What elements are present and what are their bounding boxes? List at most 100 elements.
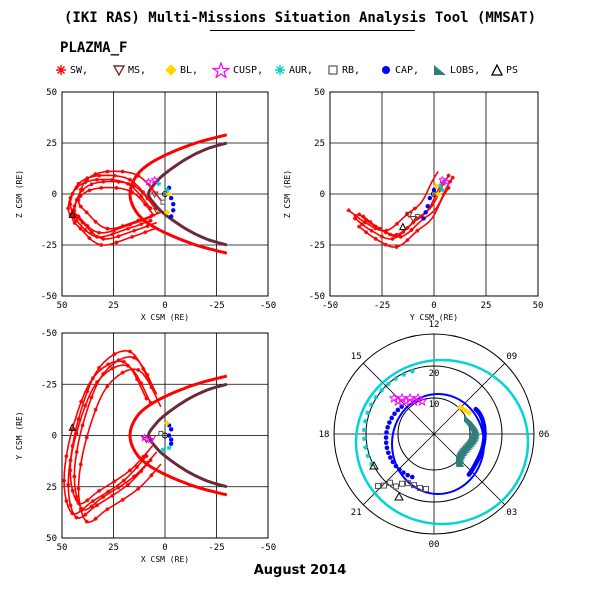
black-triangle-icon (491, 64, 503, 76)
date-footer: August 2014 (253, 563, 347, 578)
xy-ps-point (68, 423, 77, 431)
legend-label-bl: BL, (180, 64, 199, 76)
polar-cap-point (392, 411, 397, 417)
polar-rb-point (417, 484, 423, 491)
xz-sw-point (83, 227, 88, 232)
xz-sw-point (130, 234, 135, 239)
red-asterisk-icon (56, 65, 66, 75)
xz-sw-point (120, 169, 125, 174)
polar-mlt-label: 18 (319, 430, 330, 440)
polar-bl-point (466, 410, 472, 416)
xy-sw-point (72, 474, 77, 479)
cyan-asterisk-icon (275, 65, 285, 75)
xy-xtick-label: -25 (208, 543, 224, 553)
xy-sw-point (76, 417, 81, 422)
xy-xtick-label: 25 (108, 543, 119, 553)
polar-cusp-point (404, 392, 416, 404)
polar-mlt-label: 00 (429, 540, 440, 550)
xy-boundary-0 (147, 382, 228, 489)
xy-sw-point (78, 462, 83, 467)
xy-sw-point (149, 473, 154, 478)
yz-sw-point (368, 220, 373, 225)
yz-sw-point (415, 228, 420, 233)
xy-sw-point (144, 454, 149, 458)
xy-sw-point (74, 450, 79, 455)
xz-sw-point (84, 210, 89, 215)
yz-xtick-label: -50 (322, 301, 338, 311)
xy-sw-point (135, 377, 140, 382)
xz-bl-point (166, 191, 173, 197)
xy-ylabel: Y CSM (RE) (15, 411, 24, 459)
legend-item-ps: PS (491, 62, 518, 78)
polar-cap-point (397, 467, 402, 472)
yz-cap-point (425, 204, 430, 209)
yz-cap-point (421, 216, 426, 221)
magenta-star-icon (212, 62, 230, 78)
xz-xtick-label: 50 (57, 301, 68, 311)
xy-xtick-label: 0 (162, 543, 167, 553)
yz-xtick-label: 50 (533, 301, 544, 311)
xz-sw-point (93, 219, 98, 224)
xy-sw-point (97, 365, 102, 370)
xz-sw-point (127, 177, 132, 182)
yz-sw-point (383, 242, 388, 247)
xy-ytick-label: -25 (41, 380, 57, 390)
xy-sw-point (105, 384, 110, 389)
polar-plot: 12 09 06 03 00 21 18 15 20 10 (319, 320, 550, 550)
legend-item-ms: MS, (113, 62, 146, 78)
xz-ms-point (150, 191, 159, 198)
xy-sw-point (79, 399, 84, 404)
yz-xtick-label: 25 (481, 301, 492, 311)
yz-ytick-label: 0 (320, 190, 325, 200)
polar-cap-point (405, 472, 410, 478)
xz-sw-point (120, 224, 125, 229)
legend-label-ps: PS (506, 64, 519, 76)
polar-radial-label: 10 (429, 400, 440, 410)
polar-cap-point (393, 463, 399, 469)
polar-cusp-point (416, 395, 428, 407)
polar-lobs-point (456, 460, 465, 467)
xz-sw-point (136, 173, 141, 178)
yz-sw-point (369, 228, 374, 233)
polar-mlt-label: 06 (539, 430, 550, 440)
xz-sw-point (95, 234, 100, 239)
xy-sw-point (121, 478, 126, 483)
xy-cap-point (168, 427, 174, 432)
xy-cusp-point (140, 433, 149, 442)
polar-cusp-point (388, 392, 400, 404)
polar-spoke (433, 433, 505, 505)
xy-sw-point (84, 435, 89, 440)
gray-square-icon (328, 65, 338, 75)
xz-sw-point (143, 230, 148, 235)
blue-dot-icon (382, 66, 390, 74)
xy-sw-point (116, 485, 121, 490)
xz-sw-point (132, 228, 137, 233)
xz-sw-point (114, 185, 119, 190)
polar-rb-point (381, 482, 387, 489)
xz-sw-point (125, 181, 130, 186)
teal-flag-icon (434, 65, 446, 75)
polar-aur-point (368, 402, 374, 408)
xy-axes: 50 25 0 -25 -50 -50 -25 0 25 50 X CSM (RE) Y CSM (R… (15, 329, 276, 564)
yz-sw-point (412, 206, 417, 211)
polar-cap-point (383, 440, 389, 445)
yz-ms-point (405, 211, 413, 219)
xy-sw-point (70, 443, 75, 448)
xy-sw-point (83, 512, 88, 517)
xy-sw-point (141, 366, 146, 371)
xz-sw-point (95, 177, 100, 182)
legend-item-sw: SW, (55, 62, 88, 78)
brown-down-triangle-icon (113, 65, 125, 76)
xy-sw-point (127, 468, 132, 473)
instrument-label: PLAZMA_F (60, 40, 128, 56)
polar-rb-point (411, 482, 417, 489)
xz-cap-point (171, 202, 176, 207)
yz-sw-point (409, 227, 414, 232)
legend-label-cusp: CUSP, (233, 64, 264, 76)
xy-ytick-label: -50 (41, 329, 57, 339)
xy-cap-point (168, 437, 174, 442)
xy-cusp-point (146, 435, 155, 444)
xz-aur-point (156, 181, 162, 187)
xy-sw-point (97, 488, 102, 493)
xy-sw-point (74, 515, 79, 520)
